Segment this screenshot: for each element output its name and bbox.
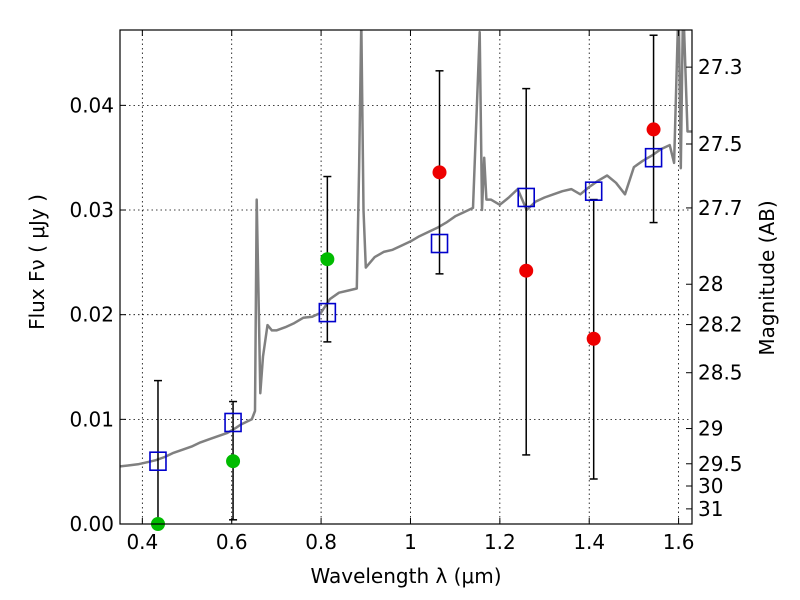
x-axis-label: Wavelength λ (μm) xyxy=(310,564,501,588)
x-tick-label: 1.6 xyxy=(663,530,695,554)
y2-tick-label: 27.5 xyxy=(698,132,743,156)
series-layer xyxy=(120,30,692,468)
y2-tick-label: 28 xyxy=(698,272,723,296)
y-tick-label: 0.04 xyxy=(69,93,114,117)
x-tick-label: 1.2 xyxy=(484,530,516,554)
observed-flux-point xyxy=(432,165,447,180)
x-tick-label: 0.6 xyxy=(216,530,248,554)
x-tick-label: 1 xyxy=(404,530,417,554)
observed-flux-point xyxy=(586,331,601,346)
axes: 0.4 0.6 0.8 1 1.2 1.4 1.6 0.00 0.01 0.02 0.03 0.04 2… xyxy=(69,30,743,554)
markers-layer xyxy=(149,34,663,531)
x-tick-label: 0.4 xyxy=(126,530,158,554)
plot-area xyxy=(120,30,692,524)
y-tick-label: 0.01 xyxy=(69,407,114,431)
y2-tick-label: 27.3 xyxy=(698,55,743,79)
model-flux-square xyxy=(644,147,663,168)
model-flux-square xyxy=(517,187,536,208)
y-tick-label: 0.00 xyxy=(69,512,114,536)
model-flux-square xyxy=(584,181,603,201)
model-flux-square xyxy=(149,451,167,472)
y2-tick-label: 31 xyxy=(698,497,723,521)
y2-tick-label: 29 xyxy=(698,417,723,441)
grid-lines xyxy=(120,30,692,524)
x-tick-label: 1.4 xyxy=(573,530,605,554)
y2-tick-label: 27.7 xyxy=(698,196,743,220)
observed-flux-point xyxy=(226,454,241,469)
x-tick-label: 0.8 xyxy=(305,530,337,554)
observed-flux-point xyxy=(646,122,661,137)
model-spectrum-line xyxy=(120,30,692,468)
y2-axis-label: Magnitude (AB) xyxy=(755,200,779,355)
y2-tick-label: 30 xyxy=(698,474,723,498)
model-flux-square xyxy=(318,302,337,323)
observed-flux-point xyxy=(519,263,534,278)
y-axis-label: Flux Fν ( μJy ) xyxy=(25,194,49,330)
y-tick-label: 0.03 xyxy=(69,198,114,222)
plot-frame xyxy=(119,29,693,525)
y-tick-label: 0.02 xyxy=(69,303,114,327)
observed-flux-point xyxy=(320,252,335,267)
y2-tick-label: 28.2 xyxy=(698,313,743,337)
model-flux-square xyxy=(224,412,242,433)
y2-tick-label: 29.5 xyxy=(698,452,743,476)
model-flux-square xyxy=(430,233,449,254)
y2-tick-label: 28.5 xyxy=(698,361,743,385)
